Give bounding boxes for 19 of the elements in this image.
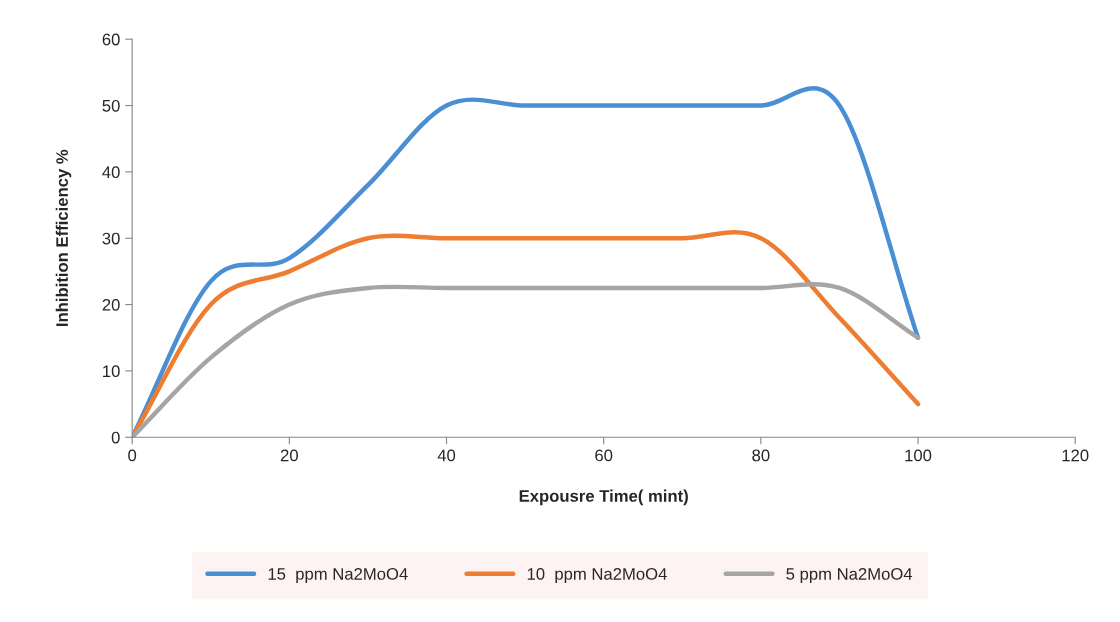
x-tick-label: 120 <box>1062 449 1089 462</box>
x-tick-label: 100 <box>905 449 932 462</box>
x-axis-title: Expousre Time( mint) <box>519 489 688 506</box>
x-tick-label: 80 <box>752 449 770 462</box>
x-tick-label: 20 <box>280 449 298 462</box>
y-tick-label: 20 <box>102 298 120 311</box>
y-tick-label: 10 <box>103 365 120 378</box>
y-tick-label: 40 <box>102 166 120 179</box>
y-tick-label: 0 <box>111 431 120 444</box>
legend-label: 15 ppm Na2MoO4 <box>268 568 408 584</box>
legend-label: 5 ppm Na2MoO4 <box>786 568 913 584</box>
y-tick-label: 60 <box>102 33 120 46</box>
y-tick-label: 30 <box>102 232 120 245</box>
y-tick-label: 50 <box>102 99 120 112</box>
x-tick-label: 0 <box>128 449 137 462</box>
x-tick-label: 40 <box>437 449 456 462</box>
legend-label: 10 ppm Na2MoO4 <box>527 568 667 584</box>
x-tick-label: 60 <box>595 449 613 462</box>
y-axis-title: Inhibition Efficiency % <box>55 149 72 326</box>
